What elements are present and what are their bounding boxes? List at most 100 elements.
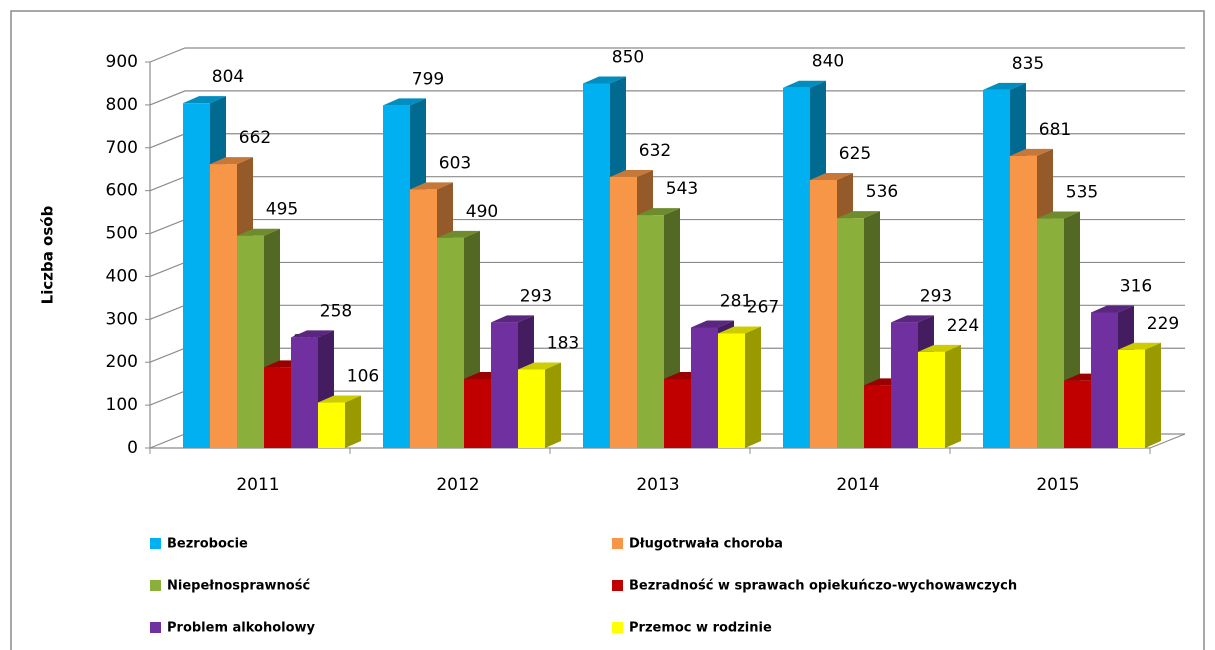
data-label: 681 [1039,120,1071,140]
bar-top [610,169,653,177]
bar-top [318,395,361,403]
bar-top [410,182,453,190]
data-label: 490 [466,202,498,222]
bar-top [718,326,761,334]
data-label: 632 [639,141,671,161]
bar-top [1037,211,1080,219]
y-tick-label: 700 [106,138,138,158]
data-label: 835 [1012,54,1044,74]
bar [1010,155,1037,448]
bar-top [691,320,734,328]
grid-line [149,90,1185,106]
bar-side [945,344,961,448]
y-axis-title: Liczba osób [39,205,57,304]
y-tick-label: 100 [106,395,138,415]
data-label: 799 [412,69,444,89]
data-label: 281 [720,291,752,311]
bar [864,385,891,448]
x-tick-label: 2015 [1036,475,1079,495]
bar [837,218,864,448]
floor-edge [1149,433,1186,449]
bar-top [437,230,480,238]
data-label: 840 [812,52,844,72]
bar [691,327,718,448]
data-label: 543 [666,179,698,199]
bar [1091,312,1118,448]
data-label: 229 [1147,314,1179,334]
data-label: 293 [920,286,952,306]
bar-top [1010,148,1053,156]
bar [264,367,291,448]
data-label: 267 [747,297,779,317]
bar-top [837,211,880,219]
bar-top [1118,342,1161,350]
legend-swatch [612,622,623,633]
bar [237,235,264,448]
data-label: 106 [347,367,379,387]
bar [518,369,545,448]
bar [437,237,464,448]
data-label: 662 [239,128,271,148]
bar [583,83,610,448]
bar-side [1145,342,1161,448]
bar [983,89,1010,448]
y-tick-label: 200 [106,352,138,372]
x-tick-label: 2013 [636,475,679,495]
data-label: 603 [439,153,471,173]
bar-top [491,315,534,323]
bar-top [210,157,253,165]
data-label: 625 [839,144,871,164]
legend-label: Przemoc w rodzinie [629,621,772,636]
bar-top [583,76,626,84]
bar [637,215,664,448]
bar [491,322,518,448]
bar [318,402,345,448]
bar-top [891,315,934,323]
y-tick-label: 400 [106,266,138,286]
legend-swatch [150,580,161,591]
bar-top [983,82,1026,90]
data-label: 293 [520,286,552,306]
bar-top [918,344,961,352]
bar [610,176,637,449]
y-tick-label: 800 [106,95,138,115]
legend-label: Bezrobocie [167,537,248,552]
bar [1064,380,1091,448]
legend-label: Długotrwała choroba [629,537,783,552]
bar [464,378,491,448]
data-label: 224 [947,316,979,336]
y-tick-label: 0 [127,438,138,458]
bar [718,333,745,448]
bar-top [237,228,280,236]
data-label: 316 [1120,276,1152,296]
data-label: 804 [212,67,244,87]
x-tick-label: 2014 [836,475,879,495]
bar-side [345,395,361,448]
data-label: 536 [866,182,898,202]
bar [783,87,810,448]
legend-label: Problem alkoholowy [167,621,316,636]
bar-top [183,96,226,104]
bar [664,378,691,448]
legend-label: Niepełnosprawność [167,579,310,594]
legend-label: Bezradność w sprawach opiekuńczo-wychowa… [629,579,1017,594]
bar [210,164,237,448]
bar [1037,218,1064,448]
legend-swatch [150,622,161,633]
x-tick-label: 2012 [436,475,479,495]
bar-top [291,330,334,338]
data-label: 258 [320,301,352,321]
bar-top [783,80,826,88]
bar [918,351,945,448]
bar-top [383,98,426,106]
y-tick-label: 300 [106,309,138,329]
data-label: 535 [1066,183,1098,203]
bar-side [545,362,561,448]
bar-top [1091,305,1134,313]
y-tick-label: 600 [106,181,138,201]
bar-top [637,208,680,216]
bar [410,189,437,448]
bar [183,103,210,448]
bar [810,179,837,448]
